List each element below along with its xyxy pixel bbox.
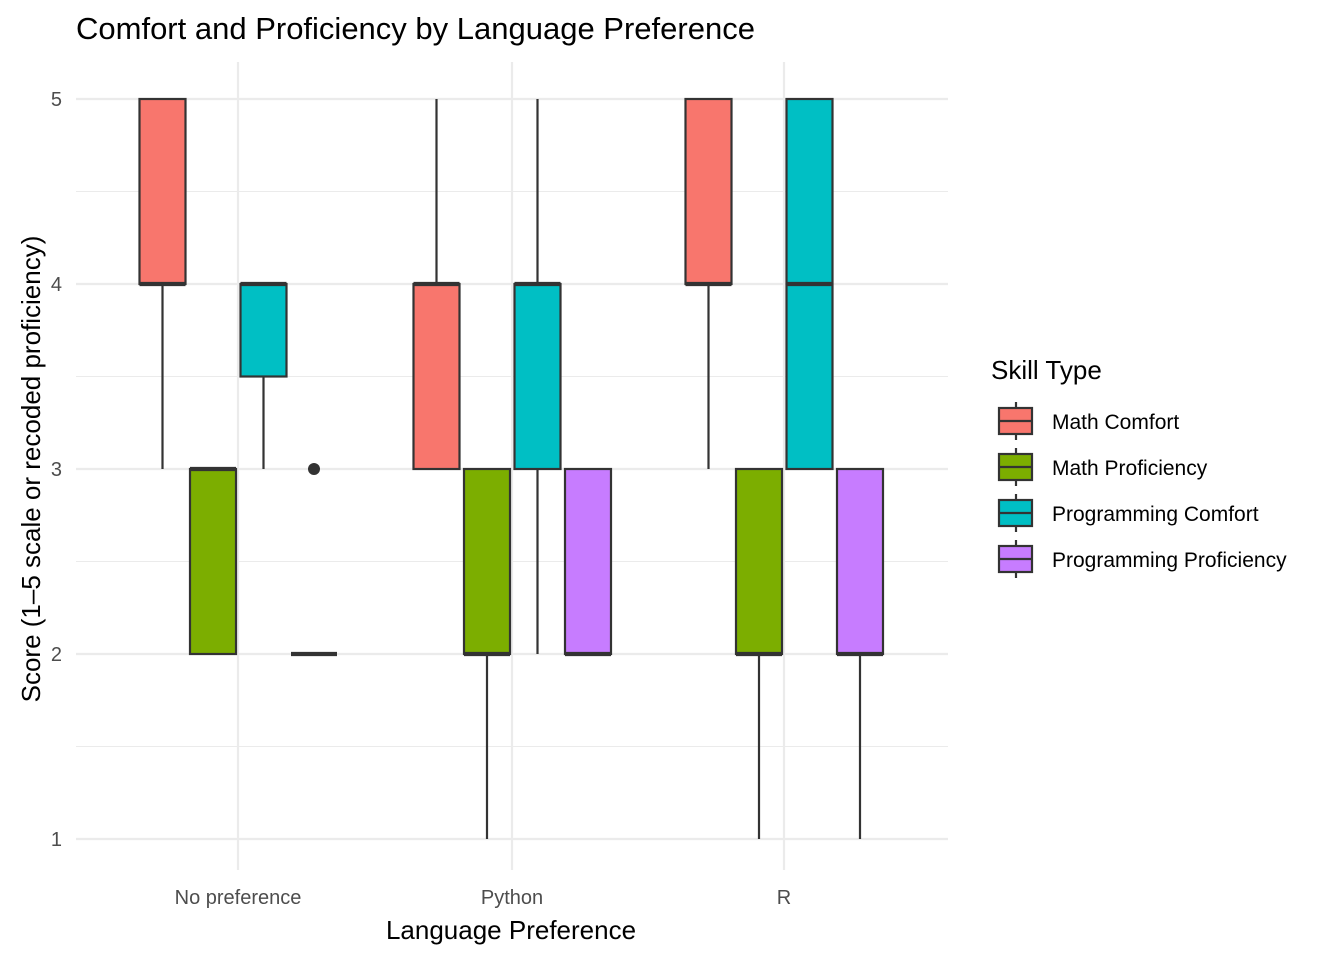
x-axis-title: Language Preference — [386, 915, 636, 945]
box-body — [835, 467, 885, 656]
legend-label: Programming Comfort — [1052, 503, 1259, 526]
legend-item: Programming Comfort — [997, 494, 1259, 532]
box-math-comfort — [138, 97, 187, 469]
x-axis: No preference Python R — [175, 887, 792, 909]
box-programming-comfort — [513, 99, 562, 654]
legend-item: Math Comfort — [997, 402, 1179, 440]
box-body — [239, 282, 288, 378]
y-axis: 1 2 3 4 5 — [51, 89, 62, 851]
box-body — [412, 282, 461, 471]
outlier-point — [308, 463, 320, 475]
legend: Skill Type Math Comfort Math Proficiency P… — [991, 355, 1287, 578]
y-tick-label: 1 — [51, 829, 62, 851]
box-body — [513, 282, 562, 471]
chart-title: Comfort and Proficiency by Language Pref… — [76, 11, 755, 46]
box-programming-proficiency — [563, 467, 613, 657]
y-axis-title: Score (1–5 scale or recoded proficiency) — [16, 236, 46, 703]
box-math-proficiency — [188, 466, 238, 656]
box-body — [188, 467, 238, 656]
y-tick-label: 3 — [51, 459, 62, 481]
box-body — [684, 97, 733, 286]
box-math-proficiency — [462, 467, 512, 839]
x-tick-label: Python — [481, 887, 543, 909]
box-math-proficiency — [734, 467, 784, 839]
box-body — [462, 467, 512, 656]
box-programming-proficiency — [835, 467, 885, 839]
y-tick-label: 5 — [51, 89, 62, 111]
box-body — [563, 467, 613, 656]
legend-label: Programming Proficiency — [1052, 549, 1287, 572]
box-math-comfort — [684, 97, 733, 469]
legend-label: Math Comfort — [1052, 411, 1179, 434]
legend-item: Programming Proficiency — [997, 540, 1287, 578]
box-body — [138, 97, 187, 286]
legend-title: Skill Type — [991, 355, 1102, 385]
box-programming-comfort — [785, 97, 834, 471]
box-math-comfort — [412, 99, 461, 471]
box-body — [734, 467, 784, 656]
box-programming-proficiency — [291, 463, 337, 657]
x-tick-label: R — [777, 887, 791, 909]
legend-label: Math Proficiency — [1052, 457, 1208, 480]
x-tick-label: No preference — [175, 887, 302, 909]
plot-marks — [138, 97, 885, 839]
y-tick-label: 4 — [51, 274, 62, 296]
y-tick-label: 2 — [51, 644, 62, 666]
box-programming-comfort — [239, 281, 288, 469]
legend-item: Math Proficiency — [997, 448, 1208, 486]
